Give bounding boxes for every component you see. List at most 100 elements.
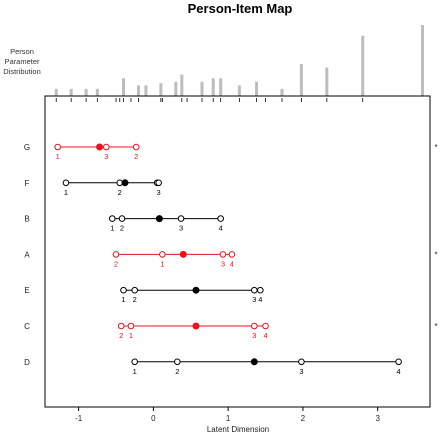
upper-panel-label: Person Parameter Distribution [3, 47, 41, 76]
x-tick-label: 1 [226, 414, 231, 423]
histogram-bar [144, 85, 148, 96]
x-axis: -1 0 1 2 3 [75, 407, 380, 423]
threshold-point [118, 215, 126, 222]
threshold-label: 1 [110, 224, 114, 233]
threshold-label: 1 [64, 188, 68, 197]
x-tick-label: 2 [301, 414, 306, 423]
item-label: D [24, 358, 30, 367]
threshold-point [262, 322, 269, 330]
threshold-label: 1 [129, 331, 133, 340]
threshold-point [112, 251, 120, 258]
threshold-point [131, 286, 139, 294]
threshold-label: 4 [230, 259, 234, 268]
item-row: F 1 2 3 [25, 179, 162, 197]
item-label: A [24, 250, 30, 259]
threshold-label: 2 [134, 152, 138, 161]
item-label: C [24, 322, 30, 331]
threshold-point [177, 215, 185, 222]
threshold-label: 1 [56, 152, 60, 161]
threshold-label: 4 [397, 367, 401, 376]
threshold-point [174, 358, 181, 366]
threshold-label: 1 [133, 367, 137, 376]
threshold-label: 4 [263, 331, 267, 340]
item-location-point [155, 215, 163, 223]
threshold-point [127, 322, 135, 330]
histogram-bar [174, 81, 178, 96]
threshold-label: 1 [160, 259, 164, 268]
threshold-point [257, 286, 264, 294]
histogram-bar [219, 78, 223, 96]
misfit-marker: * [434, 322, 437, 331]
histogram-bar [180, 74, 184, 96]
threshold-point [108, 215, 116, 222]
threshold-label: 3 [221, 259, 225, 268]
threshold-point [219, 251, 227, 258]
histogram-bar [200, 81, 204, 96]
threshold-point [159, 251, 166, 258]
threshold-point [131, 358, 139, 366]
x-axis-label: Latent Dimension [207, 425, 269, 434]
x-tick-label: 3 [375, 414, 380, 423]
item-row: E 1 2 3 4 [24, 286, 264, 304]
misfit-marker: * [434, 250, 437, 259]
item-row: C 2 1 3 4 * [24, 322, 437, 340]
lower-plot-frame [44, 95, 431, 408]
histogram-bar [255, 81, 259, 96]
threshold-point [251, 286, 258, 294]
item-threshold-rows: G1 3 2*F1 2 3B1 2 3 4A2 1 3 4*E1 2 3 4C2 1 3 4*D1 2 3 4 [24, 143, 438, 376]
item-location-point [192, 322, 200, 330]
threshold-point [132, 143, 140, 151]
histogram-bar [95, 88, 99, 96]
threshold-label: 1 [121, 295, 125, 304]
threshold-label: 4 [258, 295, 262, 304]
threshold-label: 2 [118, 188, 122, 197]
item-location-point [179, 250, 187, 258]
upper-panel-label-line-1: Person [10, 47, 34, 56]
misfit-marker: * [434, 143, 437, 152]
threshold-point [120, 286, 127, 294]
threshold-label: 2 [133, 295, 137, 304]
item-location-point [121, 179, 129, 187]
x-tick-label: 0 [151, 414, 156, 423]
threshold-label: 2 [114, 259, 118, 268]
threshold-point [103, 143, 110, 151]
threshold-point [155, 179, 162, 187]
item-location-point [250, 358, 258, 366]
threshold-label: 4 [219, 224, 223, 233]
threshold-point [395, 358, 402, 366]
upper-panel-label-line-3: Distribution [3, 67, 41, 76]
threshold-point [251, 322, 258, 330]
histogram-bar [84, 88, 88, 96]
histogram-bar [211, 78, 215, 96]
histogram-bar [54, 88, 58, 96]
histogram-bar [69, 88, 73, 96]
threshold-label: 2 [119, 331, 123, 340]
threshold-point [298, 358, 305, 366]
upper-panel-label-line-2: Parameter [4, 57, 40, 66]
histogram-bar [121, 78, 125, 96]
item-label: F [25, 179, 30, 188]
item-location-point [192, 286, 200, 294]
threshold-label: 3 [104, 152, 108, 161]
item-location-point [96, 143, 104, 151]
histogram-bar [237, 85, 241, 96]
threshold-point [54, 143, 62, 151]
person-distribution-histogram [54, 25, 425, 96]
threshold-point [228, 251, 236, 258]
chart-title: Person-Item Map [188, 1, 293, 16]
histogram-bar [159, 83, 163, 96]
item-label: E [24, 286, 29, 295]
item-label: G [24, 143, 30, 152]
histogram-bar [280, 88, 284, 96]
x-tick-label: -1 [75, 414, 83, 423]
threshold-label: 3 [252, 295, 256, 304]
histogram-bar [361, 35, 365, 96]
histogram-bar [325, 67, 329, 96]
item-row: G 1 3 2 * [24, 143, 438, 161]
threshold-label: 3 [299, 367, 303, 376]
histogram-bar [421, 25, 425, 96]
threshold-label: 2 [120, 224, 124, 233]
threshold-point [62, 179, 70, 187]
threshold-label: 3 [179, 224, 183, 233]
